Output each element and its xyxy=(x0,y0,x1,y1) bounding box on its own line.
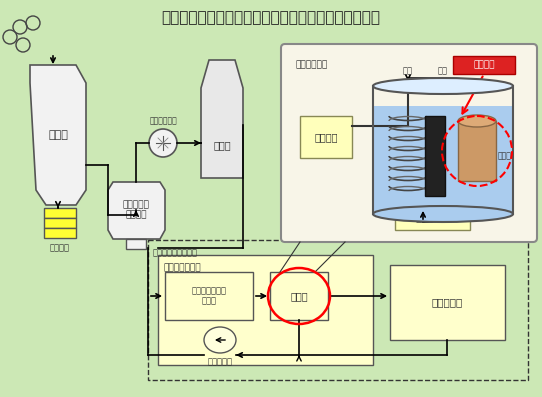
Polygon shape xyxy=(201,60,243,178)
Polygon shape xyxy=(30,65,86,205)
Bar xyxy=(373,86,513,214)
Text: 焼却炉排気筒モニタ: 焼却炉排気筒モニタ xyxy=(153,248,198,257)
Text: じんあいモニタ: じんあいモニタ xyxy=(163,263,201,272)
Ellipse shape xyxy=(458,115,496,127)
Text: 除湿器: 除湿器 xyxy=(290,291,308,301)
Text: じんあいモニタ
検出部: じんあいモニタ 検出部 xyxy=(191,286,227,306)
Bar xyxy=(44,208,76,218)
Bar xyxy=(395,208,470,230)
Bar xyxy=(300,116,352,158)
Text: ドレンタンク: ドレンタンク xyxy=(416,214,448,224)
Text: 攪拌槽: 攪拌槽 xyxy=(498,152,512,160)
Bar xyxy=(158,255,373,365)
Bar xyxy=(44,228,76,238)
Bar xyxy=(44,218,76,228)
Ellipse shape xyxy=(373,206,513,222)
Text: クーラー: クーラー xyxy=(314,132,338,142)
Bar xyxy=(148,240,528,380)
Bar xyxy=(270,272,328,320)
Text: 排気筒: 排気筒 xyxy=(213,140,231,150)
Bar xyxy=(458,121,496,181)
Text: 真空ポンプ: 真空ポンプ xyxy=(208,357,233,366)
Text: 当該箇所: 当該箇所 xyxy=(473,60,495,69)
Text: 入口: 入口 xyxy=(403,67,413,75)
Bar xyxy=(425,116,445,196)
Text: 焼却炉: 焼却炉 xyxy=(48,130,68,140)
Ellipse shape xyxy=(204,327,236,353)
Text: 除湿器構造図: 除湿器構造図 xyxy=(295,60,327,69)
Bar xyxy=(126,239,146,249)
Text: 出口: 出口 xyxy=(438,67,448,75)
Text: ガスモニタ: ガスモニタ xyxy=(431,297,463,307)
Circle shape xyxy=(149,129,177,157)
Bar xyxy=(165,272,253,320)
Bar xyxy=(390,265,505,340)
Bar xyxy=(373,106,513,214)
Text: セラミック
フィルタ: セラミック フィルタ xyxy=(122,200,150,220)
Bar xyxy=(453,56,515,74)
Ellipse shape xyxy=(373,78,513,94)
FancyBboxPatch shape xyxy=(281,44,537,242)
Text: 排ガスブロア: 排ガスブロア xyxy=(149,116,177,125)
Text: ドラム缶: ドラム缶 xyxy=(50,243,70,252)
Polygon shape xyxy=(108,182,165,239)
Text: 伊方発電所　雑固体焼却設備排気筒モニタ系統概略図: 伊方発電所 雑固体焼却設備排気筒モニタ系統概略図 xyxy=(162,10,380,25)
